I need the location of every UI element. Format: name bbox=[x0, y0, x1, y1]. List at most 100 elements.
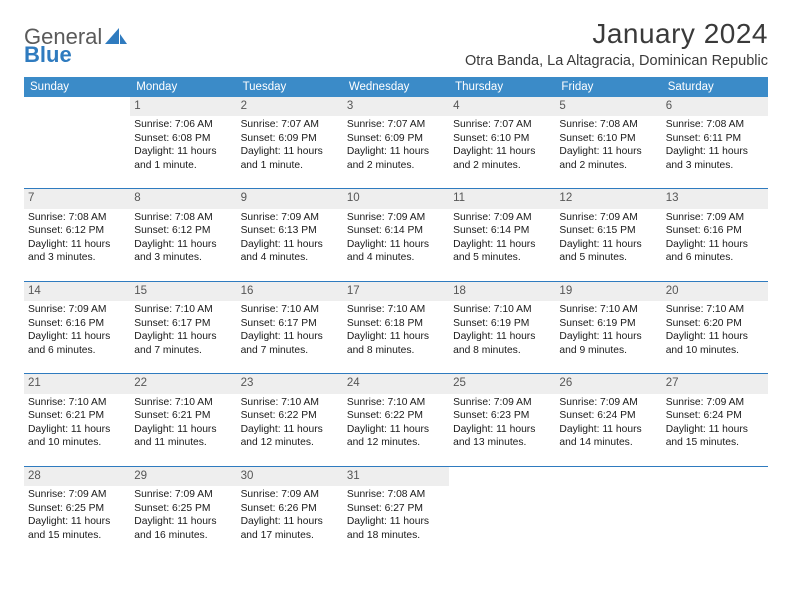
day-number: 11 bbox=[449, 189, 555, 208]
daylight-line: Daylight: 11 hours and 3 minutes. bbox=[666, 145, 764, 172]
sunset-line: Sunset: 6:22 PM bbox=[241, 409, 339, 423]
daylight-line: Daylight: 11 hours and 8 minutes. bbox=[453, 330, 551, 357]
daylight-line: Daylight: 11 hours and 12 minutes. bbox=[347, 423, 445, 450]
day-body: Sunrise: 7:10 AMSunset: 6:21 PMDaylight:… bbox=[130, 394, 236, 452]
sunrise-line: Sunrise: 7:10 AM bbox=[134, 396, 232, 410]
day-number: 1 bbox=[130, 97, 236, 116]
day-body: Sunrise: 7:08 AMSunset: 6:11 PMDaylight:… bbox=[662, 116, 768, 174]
day-number: 7 bbox=[24, 189, 130, 208]
day-cell: 12Sunrise: 7:09 AMSunset: 6:15 PMDayligh… bbox=[555, 189, 661, 266]
daylight-line: Daylight: 11 hours and 15 minutes. bbox=[28, 515, 126, 542]
day-cell: 10Sunrise: 7:09 AMSunset: 6:14 PMDayligh… bbox=[343, 189, 449, 266]
sunrise-line: Sunrise: 7:10 AM bbox=[241, 396, 339, 410]
sunset-line: Sunset: 6:13 PM bbox=[241, 224, 339, 238]
sunset-line: Sunset: 6:25 PM bbox=[28, 502, 126, 516]
day-number: 31 bbox=[343, 467, 449, 486]
sunset-line: Sunset: 6:21 PM bbox=[28, 409, 126, 423]
day-body: Sunrise: 7:07 AMSunset: 6:10 PMDaylight:… bbox=[449, 116, 555, 174]
day-number: 20 bbox=[662, 282, 768, 301]
sunset-line: Sunset: 6:25 PM bbox=[134, 502, 232, 516]
day-cell: 22Sunrise: 7:10 AMSunset: 6:21 PMDayligh… bbox=[130, 374, 236, 451]
sunset-line: Sunset: 6:12 PM bbox=[134, 224, 232, 238]
day-number: 30 bbox=[237, 467, 343, 486]
sunrise-line: Sunrise: 7:09 AM bbox=[453, 396, 551, 410]
daylight-line: Daylight: 11 hours and 1 minute. bbox=[134, 145, 232, 172]
day-body: Sunrise: 7:10 AMSunset: 6:19 PMDaylight:… bbox=[555, 301, 661, 359]
day-cell: 7Sunrise: 7:08 AMSunset: 6:12 PMDaylight… bbox=[24, 189, 130, 266]
day-cell: 5Sunrise: 7:08 AMSunset: 6:10 PMDaylight… bbox=[555, 97, 661, 174]
day-cell: 24Sunrise: 7:10 AMSunset: 6:22 PMDayligh… bbox=[343, 374, 449, 451]
day-cell: 19Sunrise: 7:10 AMSunset: 6:19 PMDayligh… bbox=[555, 282, 661, 359]
day-body: Sunrise: 7:09 AMSunset: 6:24 PMDaylight:… bbox=[662, 394, 768, 452]
daylight-line: Daylight: 11 hours and 13 minutes. bbox=[453, 423, 551, 450]
sunrise-line: Sunrise: 7:09 AM bbox=[241, 488, 339, 502]
day-body: Sunrise: 7:07 AMSunset: 6:09 PMDaylight:… bbox=[237, 116, 343, 174]
day-cell: 15Sunrise: 7:10 AMSunset: 6:17 PMDayligh… bbox=[130, 282, 236, 359]
sunrise-line: Sunrise: 7:09 AM bbox=[28, 488, 126, 502]
day-number: 5 bbox=[555, 97, 661, 116]
day-body: Sunrise: 7:10 AMSunset: 6:22 PMDaylight:… bbox=[343, 394, 449, 452]
page-root: General January 2024 Otra Banda, La Alta… bbox=[0, 0, 792, 562]
day-cell: 21Sunrise: 7:10 AMSunset: 6:21 PMDayligh… bbox=[24, 374, 130, 451]
daylight-line: Daylight: 11 hours and 16 minutes. bbox=[134, 515, 232, 542]
day-body: Sunrise: 7:09 AMSunset: 6:16 PMDaylight:… bbox=[662, 209, 768, 267]
day-body: Sunrise: 7:08 AMSunset: 6:27 PMDaylight:… bbox=[343, 486, 449, 544]
day-body: Sunrise: 7:10 AMSunset: 6:20 PMDaylight:… bbox=[662, 301, 768, 359]
weeks-container: .1Sunrise: 7:06 AMSunset: 6:08 PMDayligh… bbox=[24, 97, 768, 544]
day-cell: 28Sunrise: 7:09 AMSunset: 6:25 PMDayligh… bbox=[24, 467, 130, 544]
sunset-line: Sunset: 6:11 PM bbox=[666, 132, 764, 146]
daylight-line: Daylight: 11 hours and 2 minutes. bbox=[453, 145, 551, 172]
daylight-line: Daylight: 11 hours and 4 minutes. bbox=[347, 238, 445, 265]
daylight-line: Daylight: 11 hours and 4 minutes. bbox=[241, 238, 339, 265]
sunrise-line: Sunrise: 7:08 AM bbox=[559, 118, 657, 132]
day-body: Sunrise: 7:10 AMSunset: 6:18 PMDaylight:… bbox=[343, 301, 449, 359]
day-body: Sunrise: 7:09 AMSunset: 6:15 PMDaylight:… bbox=[555, 209, 661, 267]
day-cell: 6Sunrise: 7:08 AMSunset: 6:11 PMDaylight… bbox=[662, 97, 768, 174]
sunset-line: Sunset: 6:14 PM bbox=[453, 224, 551, 238]
sunrise-line: Sunrise: 7:08 AM bbox=[347, 488, 445, 502]
day-cell: 17Sunrise: 7:10 AMSunset: 6:18 PMDayligh… bbox=[343, 282, 449, 359]
day-number: 14 bbox=[24, 282, 130, 301]
title-location: Otra Banda, La Altagracia, Dominican Rep… bbox=[465, 53, 768, 69]
sunrise-line: Sunrise: 7:10 AM bbox=[241, 303, 339, 317]
sunset-line: Sunset: 6:21 PM bbox=[134, 409, 232, 423]
daylight-line: Daylight: 11 hours and 11 minutes. bbox=[134, 423, 232, 450]
day-body: Sunrise: 7:09 AMSunset: 6:24 PMDaylight:… bbox=[555, 394, 661, 452]
sunset-line: Sunset: 6:24 PM bbox=[559, 409, 657, 423]
daylight-line: Daylight: 11 hours and 14 minutes. bbox=[559, 423, 657, 450]
weekday-header: Thursday bbox=[449, 77, 555, 97]
day-number: 15 bbox=[130, 282, 236, 301]
weekday-header: Friday bbox=[555, 77, 661, 97]
day-number: 22 bbox=[130, 374, 236, 393]
week-row: .1Sunrise: 7:06 AMSunset: 6:08 PMDayligh… bbox=[24, 97, 768, 174]
sunrise-line: Sunrise: 7:09 AM bbox=[666, 211, 764, 225]
sunrise-line: Sunrise: 7:07 AM bbox=[347, 118, 445, 132]
title-block: January 2024 Otra Banda, La Altagracia, … bbox=[465, 18, 768, 69]
sunset-line: Sunset: 6:19 PM bbox=[453, 317, 551, 331]
daylight-line: Daylight: 11 hours and 8 minutes. bbox=[347, 330, 445, 357]
daylight-line: Daylight: 11 hours and 6 minutes. bbox=[666, 238, 764, 265]
day-number: 24 bbox=[343, 374, 449, 393]
weekday-header: Tuesday bbox=[237, 77, 343, 97]
day-body: Sunrise: 7:09 AMSunset: 6:25 PMDaylight:… bbox=[24, 486, 130, 544]
day-cell: 14Sunrise: 7:09 AMSunset: 6:16 PMDayligh… bbox=[24, 282, 130, 359]
sunset-line: Sunset: 6:16 PM bbox=[28, 317, 126, 331]
day-number: 26 bbox=[555, 374, 661, 393]
daylight-line: Daylight: 11 hours and 15 minutes. bbox=[666, 423, 764, 450]
day-number: 23 bbox=[237, 374, 343, 393]
week-row: 7Sunrise: 7:08 AMSunset: 6:12 PMDaylight… bbox=[24, 188, 768, 266]
sunset-line: Sunset: 6:24 PM bbox=[666, 409, 764, 423]
sunset-line: Sunset: 6:12 PM bbox=[28, 224, 126, 238]
sunset-line: Sunset: 6:18 PM bbox=[347, 317, 445, 331]
day-cell: 25Sunrise: 7:09 AMSunset: 6:23 PMDayligh… bbox=[449, 374, 555, 451]
day-number: 2 bbox=[237, 97, 343, 116]
sunrise-line: Sunrise: 7:10 AM bbox=[28, 396, 126, 410]
daylight-line: Daylight: 11 hours and 1 minute. bbox=[241, 145, 339, 172]
day-number: 27 bbox=[662, 374, 768, 393]
week-row: 28Sunrise: 7:09 AMSunset: 6:25 PMDayligh… bbox=[24, 466, 768, 544]
logo-text-blue: Blue bbox=[24, 42, 72, 68]
daylight-line: Daylight: 11 hours and 7 minutes. bbox=[241, 330, 339, 357]
day-number: 17 bbox=[343, 282, 449, 301]
daylight-line: Daylight: 11 hours and 7 minutes. bbox=[134, 330, 232, 357]
empty-cell: . bbox=[555, 467, 661, 544]
